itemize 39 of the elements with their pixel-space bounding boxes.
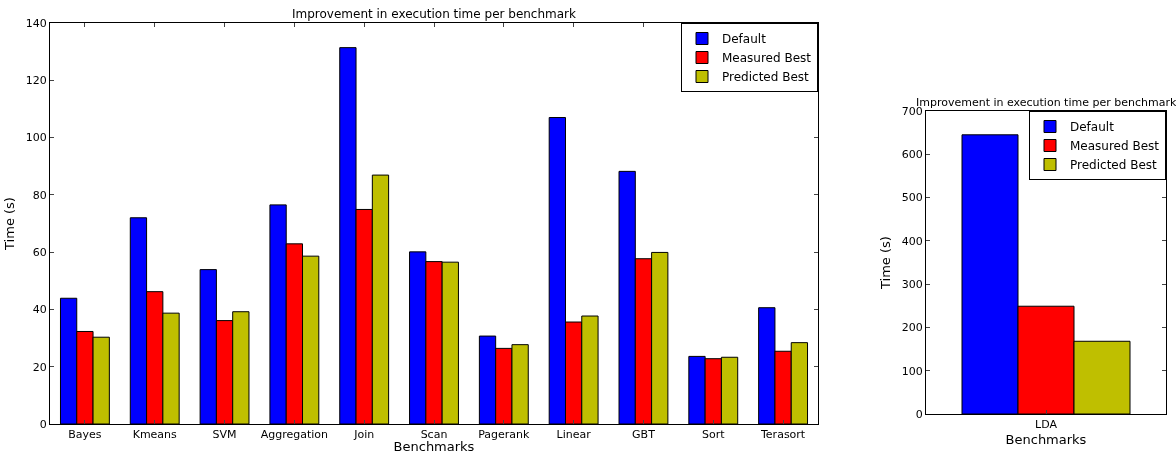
legend-label: Predicted Best bbox=[722, 70, 810, 85]
legend-label: Measured Best bbox=[1070, 139, 1160, 154]
y-tick-label: 200 bbox=[901, 321, 923, 335]
legend-label: Default bbox=[1070, 120, 1115, 135]
x-tick-label: Terasort bbox=[760, 428, 806, 442]
y-tick-label: 80 bbox=[32, 188, 47, 202]
x-tick-label: Aggregation bbox=[260, 428, 329, 442]
x-tick-label: GBT bbox=[632, 428, 656, 442]
legend-label: Measured Best bbox=[722, 51, 812, 66]
x-tick-label: Sort bbox=[701, 428, 726, 442]
y-axis-title: Time (s) bbox=[1, 197, 17, 251]
x-axis-title: Benchmarks bbox=[393, 439, 475, 454]
x-tick-label: Pagerank bbox=[478, 428, 531, 442]
y-tick-label: 100 bbox=[25, 131, 47, 145]
x-axis-title: Benchmarks bbox=[1005, 431, 1087, 447]
y-tick-label: 20 bbox=[32, 360, 47, 374]
x-tick-label: Join bbox=[353, 428, 375, 442]
y-tick-label: 100 bbox=[901, 364, 923, 378]
legend-label: Predicted Best bbox=[1070, 158, 1158, 173]
chart-title: Improvement in execution time per benchmark bbox=[292, 7, 577, 21]
x-tick-label: Linear bbox=[556, 428, 592, 442]
chart-title: Improvement in execution time per benchmark bbox=[916, 96, 1176, 109]
x-tick-label: Scan bbox=[420, 428, 448, 442]
y-tick-label: 60 bbox=[32, 245, 47, 259]
x-tick-label: Kmeans bbox=[132, 428, 178, 442]
x-tick-label: SVM bbox=[212, 428, 237, 442]
y-tick-label: 40 bbox=[32, 303, 47, 317]
y-tick-label: 0 bbox=[39, 417, 47, 431]
y-tick-label: 140 bbox=[25, 16, 47, 30]
x-tick-label: LDA bbox=[1035, 418, 1058, 432]
y-tick-label: 120 bbox=[25, 74, 47, 88]
y-tick-label: 600 bbox=[901, 148, 923, 162]
y-tick-label: 0 bbox=[915, 407, 923, 421]
y-tick-label: 500 bbox=[901, 191, 923, 205]
legend-label: Default bbox=[722, 32, 767, 47]
x-tick-label: Bayes bbox=[68, 428, 102, 442]
y-tick-label: 400 bbox=[901, 234, 923, 248]
y-tick-label: 300 bbox=[901, 277, 923, 291]
y-axis-title: Time (s) bbox=[877, 236, 893, 290]
